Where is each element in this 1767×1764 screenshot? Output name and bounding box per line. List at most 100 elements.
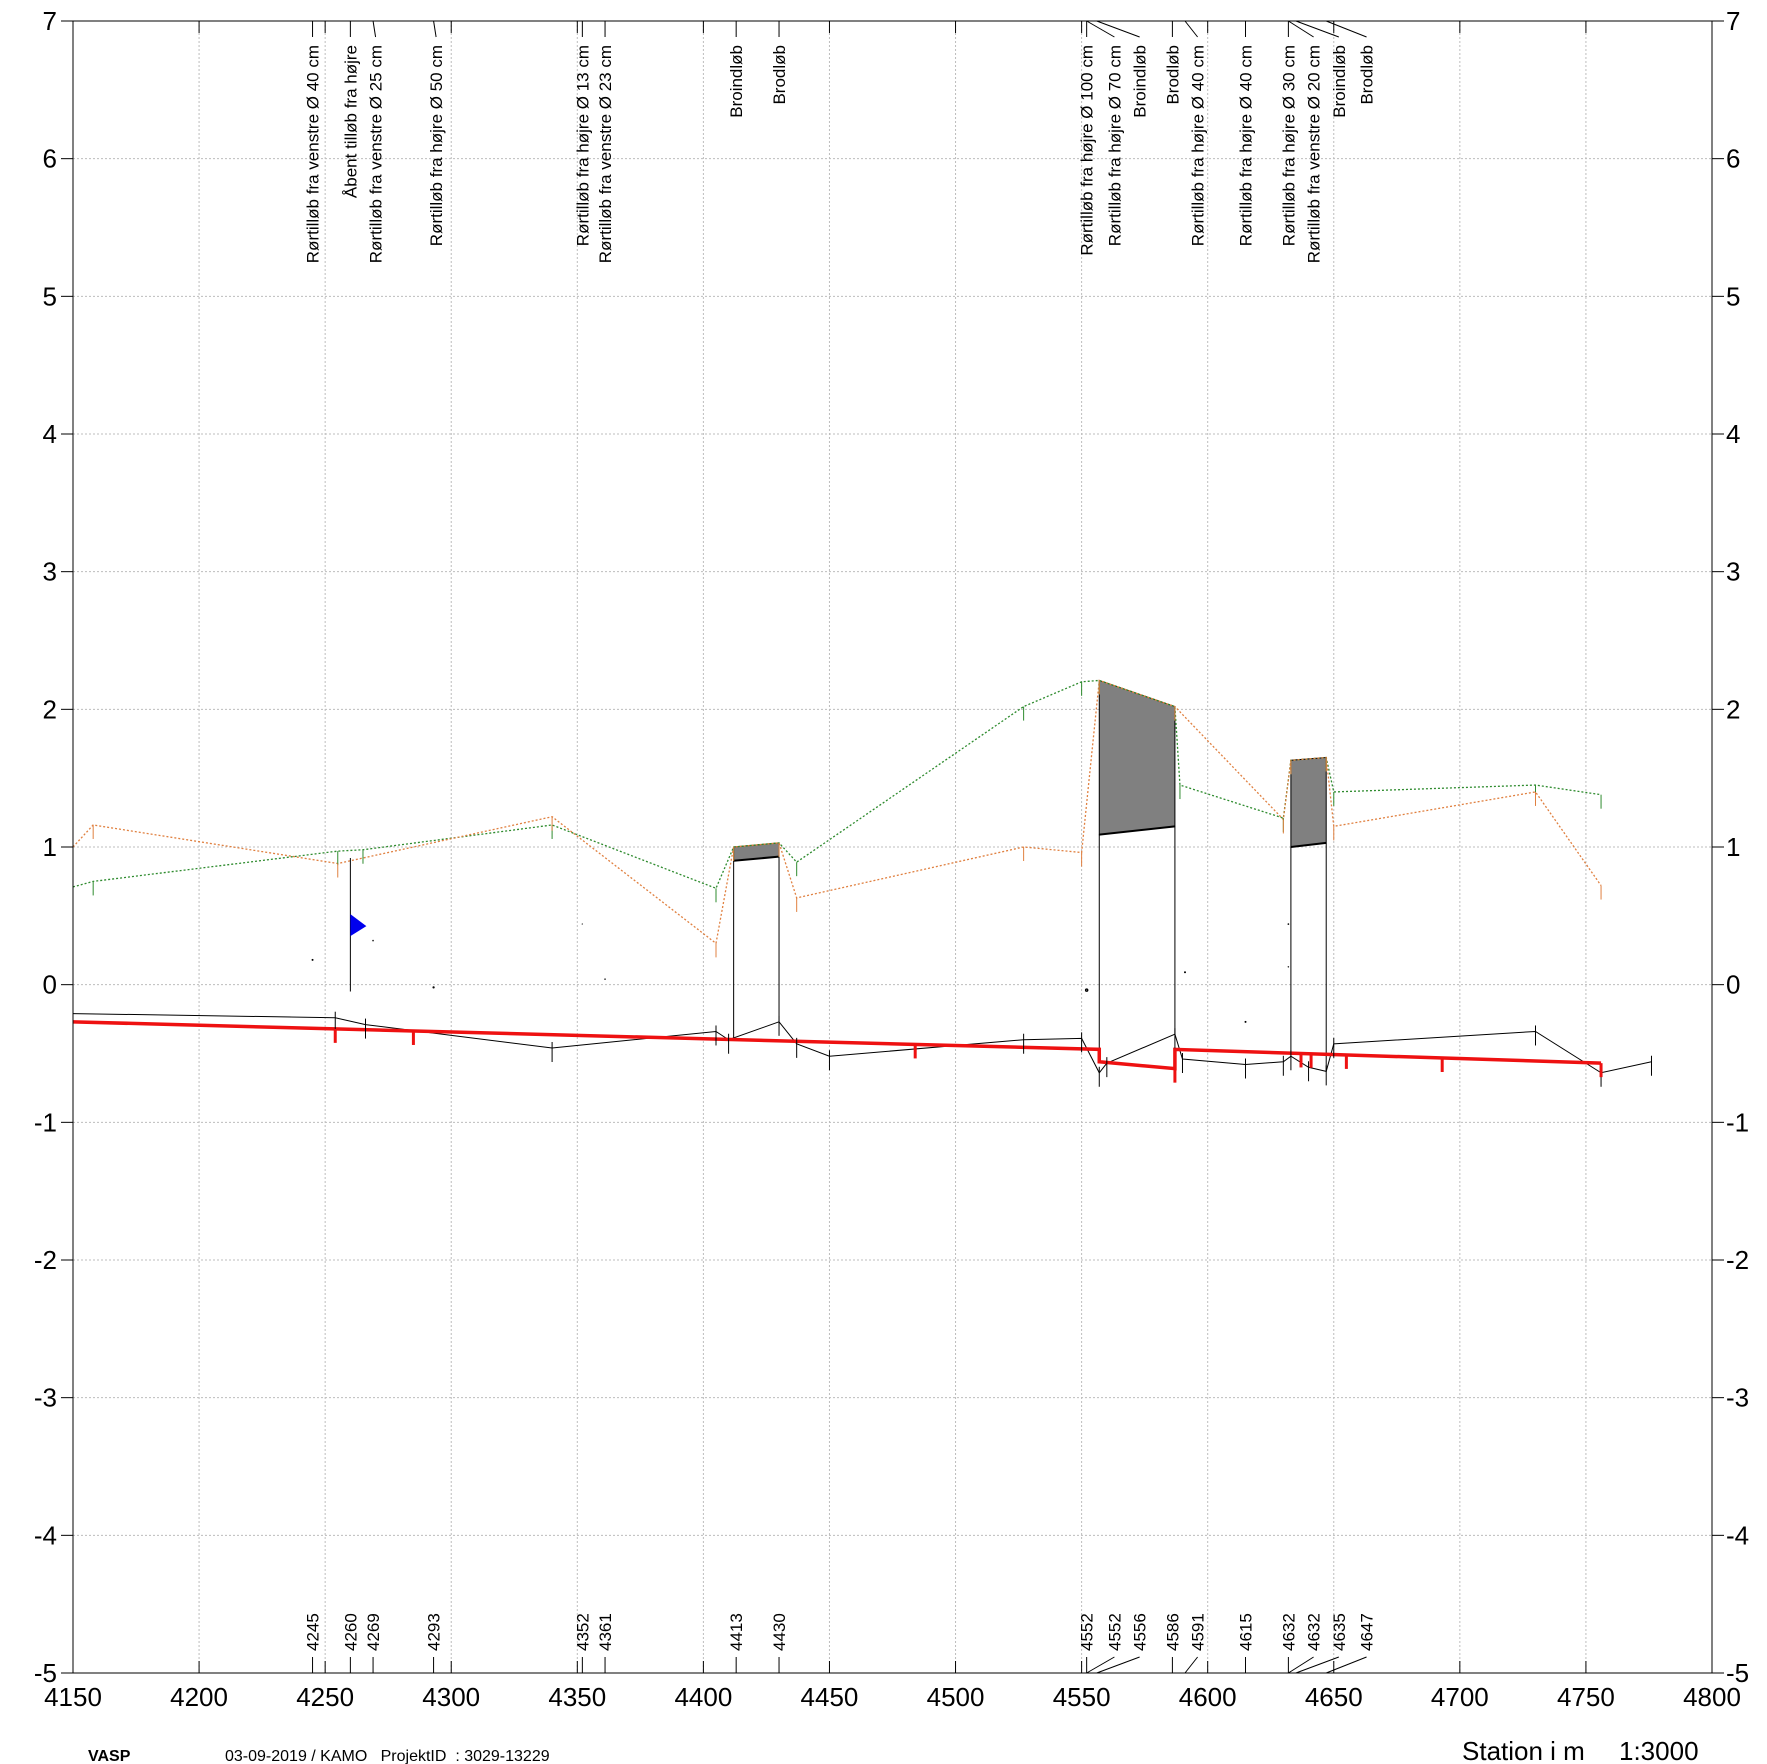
annotation-label: Rørtilløb fra højre Ø 50 cm: [427, 45, 446, 246]
y-tick-label-left: 5: [43, 281, 57, 311]
annotation-leader: [433, 20, 437, 38]
annotations: Rørtilløb fra venstre Ø 40 cm Åbent tillø…: [304, 20, 1377, 1674]
annotation-leader: [1326, 20, 1367, 38]
y-tick-label-right: 3: [1726, 557, 1740, 587]
annotation-label: Rørtilløb fra højre Ø 40 cm: [1237, 45, 1256, 246]
x-tick-label: 4400: [674, 1682, 732, 1712]
station-label: 4269: [364, 1613, 383, 1651]
station-label: 4615: [1237, 1613, 1256, 1651]
inlet-circle: [1287, 966, 1290, 968]
annotation-leader: [1096, 20, 1140, 38]
y-tick-label-right: 5: [1726, 281, 1740, 311]
annotation-label: Broindløb: [727, 45, 746, 118]
scale-label: 1:3000: [1619, 1736, 1699, 1764]
y-tick-label-left: -1: [34, 1107, 57, 1137]
y-tick-label-right: -4: [1726, 1520, 1749, 1550]
y-tick-label-right: -3: [1726, 1383, 1749, 1413]
station-label: 4430: [770, 1613, 789, 1651]
y-tick-label-right: 0: [1726, 970, 1740, 1000]
y-tick-label-right: 4: [1726, 419, 1740, 449]
series-orange-line: [72, 679, 1602, 945]
inlet-circle: [1183, 971, 1187, 974]
station-label: 4632: [1305, 1613, 1324, 1651]
y-tick-label-right: 6: [1726, 144, 1740, 174]
y-tick-label-left: 4: [43, 419, 57, 449]
inlet-circle: [311, 958, 314, 961]
station-label: 4556: [1131, 1613, 1150, 1651]
footer-brand: VASP: [88, 1748, 131, 1764]
annotation-label: Rørtilløb fra højre Ø 30 cm: [1279, 45, 1298, 246]
annotation-label: Rørtilløb fra venstre Ø 20 cm: [1305, 45, 1324, 263]
x-tick-label: 4200: [170, 1682, 228, 1712]
annotation-label: Brodløb: [770, 45, 789, 105]
station-label: 4293: [425, 1613, 444, 1651]
x-tick-label: 4650: [1305, 1682, 1363, 1712]
station-label: 4552: [1105, 1613, 1124, 1651]
well-cover: [733, 855, 780, 862]
annotation-label: Broindløb: [1330, 45, 1349, 118]
series-bottom-line: [72, 1013, 1652, 1074]
well-fill: [1290, 756, 1327, 848]
station-leader: [1288, 1656, 1314, 1674]
well-fill: [1098, 679, 1176, 836]
annotation-label: Brodløb: [1163, 45, 1182, 105]
station-leader: [1326, 1656, 1367, 1674]
annotation-label: Rørtilløb fra højre Ø 40 cm: [1189, 45, 1208, 246]
station-label: 4361: [596, 1613, 615, 1651]
y-tick-label-right: -5: [1726, 1658, 1749, 1688]
station-label: 4635: [1330, 1613, 1349, 1651]
annotation-label: Rørtilløb fra venstre Ø 40 cm: [304, 45, 323, 263]
y-tick-label-right: 2: [1726, 694, 1740, 724]
y-tick-label-right: 7: [1726, 6, 1740, 36]
y-tick-label-left: 0: [43, 970, 57, 1000]
x-tick-label: 4150: [44, 1682, 102, 1712]
annotation-leader: [1295, 20, 1339, 38]
x-tick-label: 4600: [1179, 1682, 1237, 1712]
y-tick-label-left: -4: [34, 1520, 57, 1550]
x-tick-label: 4350: [548, 1682, 606, 1712]
y-tick-label-left: 2: [43, 694, 57, 724]
inlet-circle: [1085, 988, 1089, 992]
series-green-line: [72, 679, 1602, 890]
station-label: 4413: [727, 1613, 746, 1651]
series-pipe-line: [72, 1020, 1602, 1071]
y-tick-label-left: -3: [34, 1383, 57, 1413]
x-tick-label: 4450: [801, 1682, 859, 1712]
annotation-label: Rørtilløb fra højre Ø 70 cm: [1105, 45, 1124, 246]
well-cover: [1099, 825, 1176, 836]
station-label: 4245: [304, 1613, 323, 1651]
y-tick-label-right: 1: [1726, 832, 1740, 862]
annotation-label: Rørtilløb fra højre Ø 13 cm: [573, 45, 592, 246]
y-tick-label-right: -1: [1726, 1107, 1749, 1137]
station-label: 4591: [1189, 1613, 1208, 1651]
annotation-label: Åbent tilløb fra højre: [341, 45, 360, 198]
station-leader: [1295, 1656, 1339, 1674]
y-tick-label-left: 3: [43, 557, 57, 587]
station-leader: [1086, 1656, 1115, 1674]
x-tick-label: 4300: [422, 1682, 480, 1712]
marks-layer: [72, 680, 1652, 1087]
x-tick-label: 4700: [1431, 1682, 1489, 1712]
annotation-leader: [1288, 20, 1314, 38]
inlet-circle: [432, 986, 435, 989]
x-tick-label: 4750: [1557, 1682, 1615, 1712]
y-tick-label-right: -2: [1726, 1245, 1749, 1275]
x-tick-label: 4500: [927, 1682, 985, 1712]
annotation-label: Rørtilløb fra venstre Ø 25 cm: [367, 45, 386, 263]
well-cover: [1290, 841, 1327, 848]
station-label: 4552: [1078, 1613, 1097, 1651]
x-tick-label: 4250: [296, 1682, 354, 1712]
station-label: 4260: [341, 1613, 360, 1651]
station-label: 4586: [1163, 1613, 1182, 1651]
station-label: 4352: [573, 1613, 592, 1651]
inlet-circle: [604, 978, 606, 980]
footer-info: 03-09-2019 / KAMO ProjektID : 3029-13229: [225, 1748, 550, 1764]
y-tick-label-left: -5: [34, 1658, 57, 1688]
annotation-label: Brodløb: [1358, 45, 1377, 105]
annotation-leader: [1184, 20, 1198, 38]
gridlines: [73, 21, 1712, 1673]
x-tick-label: 4550: [1053, 1682, 1111, 1712]
station-leader: [1096, 1656, 1140, 1674]
y-tick-label-left: 6: [43, 144, 57, 174]
inlet-circle: [1287, 923, 1290, 925]
